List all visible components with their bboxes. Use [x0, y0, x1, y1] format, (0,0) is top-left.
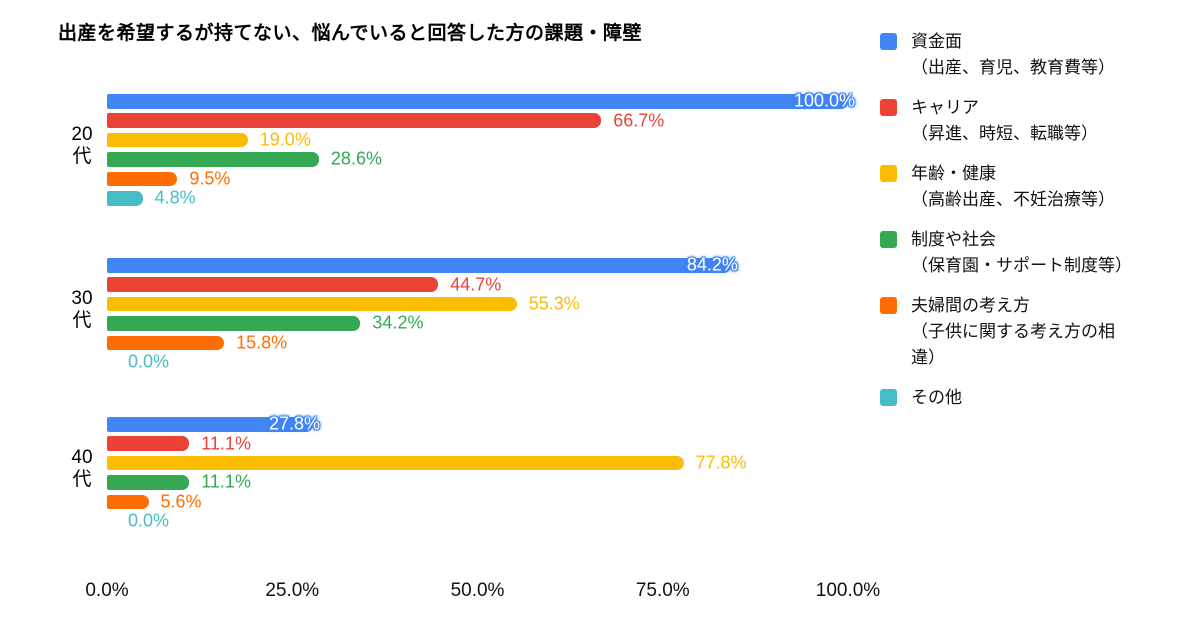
bar-キャリア-20代 — [107, 113, 602, 128]
bar-その他-20代 — [107, 191, 143, 206]
bar-制度や社会-40代 — [107, 475, 190, 490]
legend-item-キャリア: キャリア （昇進、時短、転職等） — [880, 95, 1190, 147]
legend-swatch-icon — [880, 99, 897, 116]
legend-swatch-icon — [880, 389, 897, 406]
x-axis-tick-label: 100.0% — [815, 580, 881, 601]
bar-value-label: 27.8% — [268, 413, 320, 434]
legend-item-label: 制度や社会 （保育園・サポート制度等） — [911, 230, 1132, 275]
legend-item-label: 夫婦間の考え方 （子供に関する考え方の相 違） — [911, 296, 1115, 367]
category-label-40代: 40 代 — [71, 447, 93, 490]
legend-swatch-icon — [880, 231, 897, 248]
bar-value-label: 66.7% — [613, 110, 665, 131]
legend-item-年齢・健康: 年齢・健康 （高齢出産、不妊治療等） — [880, 161, 1190, 213]
bar-value-label: 9.5% — [189, 168, 231, 189]
category-label-20代: 20 代 — [71, 124, 93, 167]
legend-item-制度や社会: 制度や社会 （保育園・サポート制度等） — [880, 227, 1190, 279]
bar-value-label: 0.0% — [128, 351, 170, 372]
bar-年齢・健康-20代 — [107, 132, 248, 148]
bar-資金面-40代 — [107, 417, 313, 432]
bar-夫婦間の考え方-40代 — [107, 494, 149, 510]
chart-title: 出産を希望するが持てない、悩んでいると回答した方の課題・障壁 — [58, 23, 643, 44]
legend: 資金面 （出産、育児、教育費等） キャリア （昇進、時短、転職等） 年齢・健康 （高… — [880, 29, 1190, 425]
legend-swatch-icon — [880, 33, 897, 50]
bar-value-label: 100.0% — [793, 90, 855, 111]
bar-年齢・健康-40代 — [107, 455, 684, 471]
bar-value-label: 84.2% — [686, 254, 738, 275]
legend-item-資金面: 資金面 （出産、育児、教育費等） — [880, 29, 1190, 81]
x-axis-tick-label: 0.0% — [85, 580, 129, 601]
bar-年齢・健康-30代 — [107, 296, 517, 312]
bar-キャリア-30代 — [107, 277, 439, 292]
legend-item-label: 年齢・健康 （高齢出産、不妊治療等） — [911, 164, 1115, 209]
legend-item-label: その他 — [911, 388, 962, 407]
bar-キャリア-40代 — [107, 436, 190, 451]
x-axis-tick-label: 75.0% — [635, 580, 690, 601]
legend-item-label: 資金面 （出産、育児、教育費等） — [911, 32, 1115, 77]
x-axis-tick-label: 50.0% — [450, 580, 505, 601]
bar-夫婦間の考え方-30代 — [107, 335, 225, 351]
bar-value-label: 19.0% — [259, 129, 311, 150]
bar-value-label: 55.3% — [528, 293, 580, 314]
legend-item-その他: その他 — [880, 385, 1190, 411]
legend-item-label: キャリア （昇進、時短、転職等） — [911, 98, 1098, 143]
legend-swatch-icon — [880, 297, 897, 314]
bar-value-label: 4.8% — [154, 187, 196, 208]
bar-value-label: 28.6% — [330, 148, 382, 169]
legend-item-夫婦間の考え方: 夫婦間の考え方 （子供に関する考え方の相 違） — [880, 293, 1190, 371]
bar-value-label: 34.2% — [372, 312, 424, 333]
legend-swatch-icon — [880, 165, 897, 182]
bar-value-label: 11.1% — [201, 471, 251, 492]
bar-夫婦間の考え方-20代 — [107, 171, 178, 187]
bar-資金面-20代 — [107, 94, 848, 109]
bar-value-label: 11.1% — [201, 433, 251, 454]
bar-value-label: 44.7% — [450, 274, 502, 295]
bar-制度や社会-30代 — [107, 316, 361, 331]
category-label-30代: 30 代 — [71, 288, 93, 331]
bar-value-label: 5.6% — [160, 491, 202, 512]
bar-value-label: 0.0% — [128, 510, 170, 531]
bar-制度や社会-20代 — [107, 152, 319, 167]
bar-value-label: 15.8% — [236, 332, 288, 353]
x-axis-tick-label: 25.0% — [265, 580, 320, 601]
bar-資金面-30代 — [107, 258, 731, 273]
bar-value-label: 77.8% — [695, 452, 747, 473]
